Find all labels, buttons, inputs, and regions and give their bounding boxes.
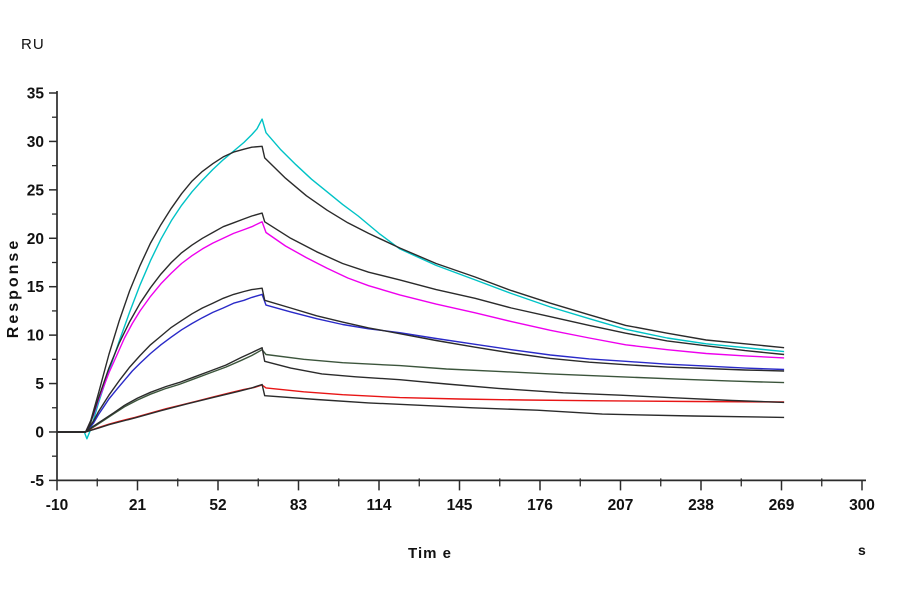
x-axis-unit-label: s [858, 542, 866, 558]
y-tick-label: -5 [30, 473, 44, 490]
curve-fit-2 [57, 212, 785, 433]
curve-fit-5 [57, 383, 785, 433]
x-tick-label: 207 [608, 497, 634, 514]
curve-data-5-red [57, 384, 785, 433]
x-tick-label: 176 [527, 497, 553, 514]
x-tick-label: 238 [688, 497, 714, 514]
y-tick-label: 15 [27, 279, 45, 296]
curve-data-2-magenta [57, 221, 785, 433]
curve-data-4-green [57, 349, 785, 433]
x-axis-title: Tim e [408, 545, 452, 562]
curve-fit-1 [57, 145, 785, 433]
curve-fit-3 [57, 287, 785, 433]
y-tick-label: 10 [27, 328, 44, 345]
x-tick-label: 300 [849, 497, 875, 514]
y-tick-label: 0 [35, 424, 44, 441]
y-tick-label: 35 [27, 86, 45, 103]
x-tick-label: 114 [366, 497, 391, 514]
y-axis-title: Response [5, 237, 22, 339]
x-tick-label: 83 [290, 497, 308, 514]
x-tick-label: 269 [769, 497, 795, 514]
y-tick-label: 25 [27, 182, 45, 199]
curve-data-1-cyan [57, 118, 785, 440]
y-tick-label: 5 [35, 376, 44, 393]
curve-fit-4 [57, 347, 785, 433]
x-tick-label: 21 [129, 497, 147, 514]
y-tick-label: 20 [27, 231, 44, 248]
y-tick-label: 30 [27, 134, 44, 151]
response-unit-label: RU [21, 36, 45, 53]
x-tick-label: 145 [447, 497, 473, 514]
x-tick-label: 52 [209, 497, 226, 514]
x-tick-label: -10 [46, 497, 68, 514]
curve-data-3-blue [57, 293, 785, 433]
